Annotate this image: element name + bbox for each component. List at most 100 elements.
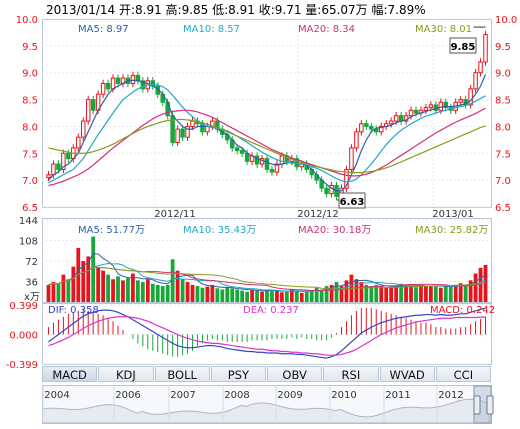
volume-bar	[255, 290, 259, 302]
price-legend-item: MA20: 8.34	[298, 24, 355, 35]
candle-body	[344, 168, 349, 189]
candle-body	[364, 123, 369, 127]
tab-macd[interactable]: MACD	[42, 366, 98, 382]
macd-value-label: MACD: 0.242	[430, 305, 495, 316]
volume-bar	[81, 261, 86, 302]
volume-bar	[304, 291, 309, 302]
volume-bar	[160, 286, 165, 302]
candle-body	[51, 163, 56, 176]
candle-body	[478, 61, 483, 74]
volume-bar	[250, 289, 254, 302]
volume-bar	[339, 286, 344, 302]
price-tick-left: 7.0	[22, 176, 38, 187]
volume-bar	[170, 259, 175, 302]
low-callout-box	[338, 192, 366, 209]
volume-bar	[364, 284, 369, 302]
tab-psy[interactable]: PSY	[210, 366, 266, 382]
tab-obv[interactable]: OBV	[267, 366, 323, 382]
candle-body	[76, 136, 81, 149]
volume-bar	[260, 291, 264, 302]
volume-unit-label: x万	[24, 292, 40, 303]
candle-body	[254, 155, 260, 165]
candle-body	[458, 99, 463, 103]
volume-tick: 36	[25, 278, 38, 289]
overview-year-label: 2008	[224, 390, 249, 401]
tab-rsi[interactable]: RSI	[323, 366, 379, 382]
volume-bar	[116, 276, 120, 302]
candle-body	[369, 125, 374, 130]
volume-bar	[265, 290, 269, 302]
candle-body	[324, 187, 329, 195]
volume-bar	[165, 284, 170, 302]
volume-bar	[51, 282, 56, 302]
price-tick-right: 9.0	[495, 69, 511, 80]
macd-tick: -0.399	[6, 360, 38, 371]
candle-body	[264, 158, 270, 170]
overview-year-label: 2011	[385, 390, 410, 401]
volume-bar	[245, 291, 250, 302]
volume-bar	[389, 287, 394, 302]
overview-year-label: 2009	[277, 390, 302, 401]
tab-kdj[interactable]: KDJ	[98, 366, 154, 382]
tab-wvad[interactable]: WVAD	[379, 366, 435, 382]
macd-tick: 0.399	[9, 301, 38, 312]
volume-bar	[230, 288, 235, 302]
volume-bar	[473, 273, 478, 302]
candle-body	[90, 99, 96, 111]
volume-bar	[220, 289, 225, 302]
volume-bar	[150, 283, 155, 302]
volume-bar	[374, 284, 379, 302]
candle-body	[374, 128, 379, 133]
volume-bar	[270, 291, 274, 302]
macd-dif-label: DIF: 0.358	[48, 305, 99, 316]
candle-body	[359, 123, 364, 133]
volume-bar	[275, 290, 279, 302]
volume-bar	[280, 292, 284, 302]
volume-bar	[324, 286, 329, 302]
overview-year-label: 2007	[170, 390, 195, 401]
volume-bar	[225, 287, 230, 302]
volume-bar	[56, 283, 61, 302]
tab-cci[interactable]: CCI	[435, 366, 491, 382]
price-tick-right: 7.0	[495, 176, 511, 187]
candle-body	[354, 131, 359, 149]
overview-navigator[interactable]: 2004 2006 2007 2008 2009 2010 2011 2012	[42, 385, 494, 424]
candle-body	[393, 115, 399, 122]
price-tick-left: 8.0	[22, 122, 38, 133]
price-legend-item: MA10: 8.57	[183, 24, 240, 35]
price-tick-left: 9.0	[22, 69, 38, 80]
volume-bar	[289, 289, 294, 302]
price-tick-left: 10.0	[16, 15, 38, 26]
quote-info-line: 2013/01/14 开:8.91 高:9.85 低:8.91 收:9.71 量…	[46, 3, 426, 17]
overview-left-handle[interactable]	[473, 395, 481, 415]
price-tick-left: 8.5	[22, 96, 38, 107]
volume-bar	[131, 273, 135, 302]
macd-tick: 0.000	[9, 331, 38, 342]
volume-bar	[458, 283, 463, 302]
candle-body	[130, 74, 136, 84]
volume-bar	[91, 236, 96, 302]
candle-body	[239, 150, 245, 154]
candle-body	[110, 77, 116, 90]
price-x-tick: 2012/12	[297, 209, 339, 220]
volume-bar	[121, 280, 125, 302]
volume-legend-item: MA10: 35.43万	[183, 225, 256, 236]
volume-bar	[235, 289, 240, 302]
overview-right-handle[interactable]	[486, 395, 494, 415]
volume-bar	[86, 256, 91, 302]
price-axis: 10.0 10.0 9.5 9.5 9.0 9.0 8.5 8.5 8.0 8.0 7.5 7.5 7.…	[16, 15, 518, 214]
indicator-tabs: MACD KDJ BOLL PSY OBV RSI WVAD CCI	[42, 366, 491, 384]
tab-boll[interactable]: BOLL	[154, 366, 210, 382]
volume-bar	[155, 284, 160, 302]
price-legend-item: MA5: 8.97	[78, 24, 129, 35]
volume-bar	[210, 284, 215, 302]
volume-bar	[101, 270, 105, 302]
price-moving-averages	[48, 74, 487, 192]
volume-bar	[96, 267, 101, 302]
volume-bar	[111, 279, 115, 302]
price-ma5-line	[48, 74, 487, 192]
candle-body	[56, 163, 61, 170]
volume-bar	[443, 286, 448, 302]
